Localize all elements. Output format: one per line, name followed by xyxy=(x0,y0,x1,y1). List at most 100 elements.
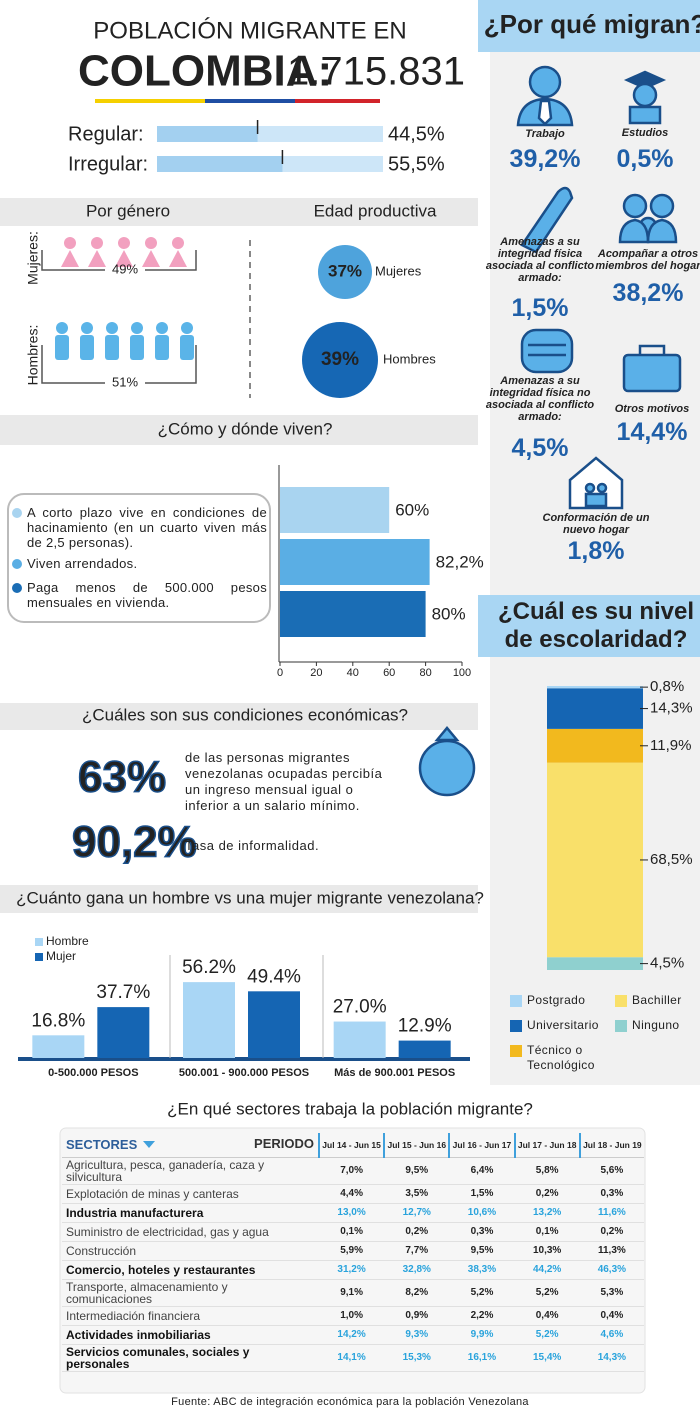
legend-label: Ninguno xyxy=(632,1018,680,1032)
sector-value: 0,1% xyxy=(535,1226,559,1237)
bar xyxy=(183,982,235,1058)
reason-value: 1,5% xyxy=(511,294,569,322)
sector-value: 44,2% xyxy=(532,1264,562,1275)
sector-value: 9,1% xyxy=(340,1287,363,1298)
table-row: Servicios comunales, sociales y personal… xyxy=(62,1344,644,1371)
sector-value: 2,2% xyxy=(470,1310,494,1321)
bar xyxy=(280,539,430,585)
bar xyxy=(333,1021,386,1058)
value-label: 27.0% xyxy=(333,997,387,1018)
sector-name: Construcción xyxy=(66,1243,137,1258)
legend-dot xyxy=(12,508,22,518)
sector-name: Comercio, hoteles y restaurantes xyxy=(66,1262,256,1277)
table: SECTORES PERIODO Jul 14 - Jun 15 Jul 15 - J… xyxy=(62,1133,644,1372)
reason-value: 4,5% xyxy=(511,434,569,462)
table-row: Comercio, hoteles y restaurantes 31,2% 32,… xyxy=(62,1260,644,1279)
person-icon xyxy=(105,335,119,360)
legend-swatch xyxy=(510,1020,522,1032)
x-tick-label: 60 xyxy=(383,667,395,679)
title-total: 1.715.831 xyxy=(287,50,465,94)
legend-label: Bachiller xyxy=(632,993,682,1007)
sector-value: 0,2% xyxy=(600,1226,624,1237)
person-icon xyxy=(80,335,94,360)
person-icon xyxy=(64,237,76,249)
stat-text: Tasa de informalidad. xyxy=(185,838,320,853)
header-row: SECTORES PERIODO Jul 14 - Jun 15 Jul 15 - J… xyxy=(62,1133,644,1157)
person-icon xyxy=(181,322,193,334)
value-label: 55,5% xyxy=(388,153,445,175)
sector-value: 0,4% xyxy=(600,1310,624,1321)
sector-value: 6,4% xyxy=(470,1165,494,1176)
sector-value: 4,6% xyxy=(600,1329,624,1340)
section-title: ¿Cuánto gana un hombre vs una mujer migr… xyxy=(16,888,484,907)
x-tick-label: 80 xyxy=(419,667,431,679)
legend-swatch xyxy=(510,995,522,1007)
flag-stripe xyxy=(95,99,205,103)
table-row: Transporte, almacenamiento y comunicacio… xyxy=(62,1279,644,1306)
sector-name: Industria manufacturera xyxy=(66,1205,204,1220)
sector-name: Suministro de electricidad, gas y agua xyxy=(66,1224,269,1239)
reason-value: 0,5% xyxy=(616,145,674,173)
sector-name: Explotación de minas y canteras xyxy=(66,1186,239,1201)
legend-swatch xyxy=(35,953,43,961)
person-icon xyxy=(81,322,93,334)
person-icon xyxy=(180,335,194,360)
reason-value: 14,4% xyxy=(616,418,688,446)
section-title: ¿Cuáles son sus condiciones económicas? xyxy=(82,705,408,724)
sector-value: 0,3% xyxy=(470,1226,494,1237)
sector-name: Transporte, almacenamiento y comunicacio… xyxy=(66,1279,228,1306)
table-row: Actividades inmobiliarias 14,2% 9,3% 9,9% 5,… xyxy=(62,1325,644,1344)
sector-value: 32,8% xyxy=(402,1264,431,1275)
person-icon xyxy=(91,237,103,249)
person-icon xyxy=(130,335,144,360)
period-header: Jul 16 - Jun 17 xyxy=(448,1133,515,1157)
person-icon xyxy=(61,250,79,267)
legend-dot xyxy=(12,583,22,593)
age-label: Hombres xyxy=(383,351,436,366)
sector-value: 8,2% xyxy=(405,1287,429,1298)
header-sectors: SECTORES xyxy=(66,1136,138,1152)
sectors-table: SECTORES PERIODO Jul 14 - Jun 15 Jul 15 - J… xyxy=(62,1133,644,1372)
header-band xyxy=(478,595,700,657)
person-icon xyxy=(156,322,168,334)
person-icon xyxy=(88,250,106,267)
sector-value: 15,3% xyxy=(402,1352,431,1363)
sector-value: 11,6% xyxy=(597,1207,626,1218)
value-label: 80% xyxy=(432,604,466,623)
age-circle xyxy=(318,245,372,299)
sector-value: 5,2% xyxy=(535,1329,559,1340)
x-tick-label: 20 xyxy=(310,667,322,679)
person-icon xyxy=(131,322,143,334)
sector-value: 46,3% xyxy=(597,1264,627,1275)
gender-value: 51% xyxy=(112,374,138,389)
legend-label: Postgrado xyxy=(527,993,586,1007)
value-label: 16.8% xyxy=(31,1010,85,1031)
reason-label: Trabajo xyxy=(525,128,565,140)
category-label: 500.001 - 900.000 PESOS xyxy=(179,1067,309,1079)
sector-value: 10,6% xyxy=(467,1207,497,1218)
baseline xyxy=(18,1057,470,1061)
bar xyxy=(398,1040,451,1058)
reason-value: 1,8% xyxy=(567,537,625,565)
sector-value: 9,3% xyxy=(405,1329,429,1340)
panel-title: ¿Cuál es su nivel de escolaridad? xyxy=(497,598,695,653)
x-tick-label: 100 xyxy=(453,667,471,679)
bar xyxy=(280,487,390,533)
sort-arrow xyxy=(143,1141,156,1149)
period-header: Jul 15 - Jun 16 xyxy=(383,1133,450,1157)
person-icon xyxy=(169,250,187,267)
sector-value: 5,2% xyxy=(535,1287,559,1298)
section-title: ¿Cómo y dónde viven? xyxy=(158,419,333,438)
sector-value: 9,5% xyxy=(470,1245,494,1256)
sector-value: 5,8% xyxy=(535,1165,559,1176)
x-tick-label: 0 xyxy=(277,667,283,679)
sector-value: 5,6% xyxy=(600,1165,624,1176)
sector-value: 0,2% xyxy=(535,1188,559,1199)
section-band xyxy=(0,198,478,226)
bar xyxy=(280,591,426,637)
value-label: 49.4% xyxy=(247,966,301,987)
person-icon xyxy=(106,322,118,334)
table-row: Intermediación financiera 1,0% 0,9% 2,2% 0,4… xyxy=(62,1306,644,1325)
sector-value: 0,9% xyxy=(405,1310,429,1321)
